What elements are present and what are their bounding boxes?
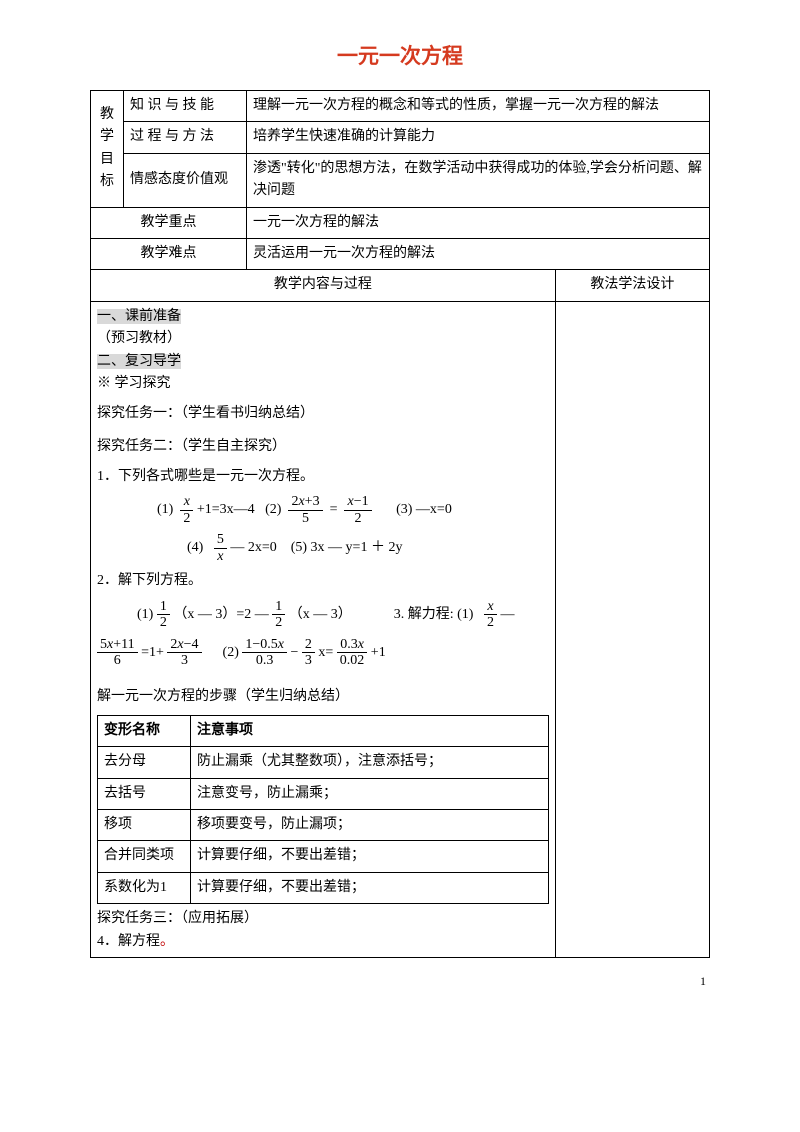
row1-text: 理解一元一次方程的概念和等式的性质，掌握一元一次方程的解法 xyxy=(247,91,710,122)
steps-title: 解一元一次方程的步骤（学生归纳总结） xyxy=(97,686,549,708)
r5b: 计算要仔细，不要出差错； xyxy=(191,872,549,903)
eq-line-4: 5x+116 =1+ 2x−43 (2) 1−0.5x0.3 − 23 x= 0… xyxy=(97,637,549,669)
lesson-plan-table: 教学目标 知 识 与 技 能 理解一元一次方程的概念和等式的性质，掌握一元一次方… xyxy=(90,90,710,958)
r2a: 去括号 xyxy=(98,778,191,809)
page-number: 1 xyxy=(90,974,710,989)
col-design-header: 教法学法设计 xyxy=(555,270,709,301)
r3a: 移项 xyxy=(98,810,191,841)
eq-line-3: (1) 12 （x — 3）=2 — 12 （x — 3） 3. 解力程: (1… xyxy=(97,599,549,631)
design-cell xyxy=(555,301,709,957)
goals-vertical-label: 教学目标 xyxy=(91,91,124,208)
row2-text: 培养学生快速准确的计算能力 xyxy=(247,122,710,153)
eq-line-2: (4) 5x — 2x=0 (5) 3x — y=1 ＋ 2y xyxy=(97,532,549,564)
r3b: 移项要变号，防止漏项； xyxy=(191,810,549,841)
col-content-header: 教学内容与过程 xyxy=(91,270,556,301)
q1-part5: (5) 3x — y=1 ＋ 2y xyxy=(291,540,403,555)
task-1: 探究任务一：（学生看书归纳总结） xyxy=(97,403,549,425)
th-note: 注意事项 xyxy=(191,715,549,746)
r4b: 计算要仔细，不要出差错； xyxy=(191,841,549,872)
eq-line-1: (1) x2 +1=3x—4 (2) 2x+35 = x−12 (3) —x=0 xyxy=(97,494,549,526)
th-name: 变形名称 xyxy=(98,715,191,746)
r2b: 注意变号，防止漏乘； xyxy=(191,778,549,809)
r1b: 防止漏乘（尤其整数项），注意添括号； xyxy=(191,747,549,778)
question-2: 2．解下列方程。 xyxy=(97,570,549,592)
diff-text: 灵活运用一元一次方程的解法 xyxy=(247,238,710,269)
task-3: 探究任务三：（应用拓展） xyxy=(97,908,549,930)
section-2a: ※ 学习探究 xyxy=(97,373,549,395)
q1-part3: (3) —x=0 xyxy=(396,503,452,518)
page-title: 一元一次方程 xyxy=(90,40,710,70)
steps-table: 变形名称注意事项 去分母防止漏乘（尤其整数项），注意添括号； 去括号注意变号，防… xyxy=(97,715,549,904)
section-2: 二、复习导学 xyxy=(97,354,181,369)
question-1: 1．下列各式哪些是一元一次方程。 xyxy=(97,466,549,488)
q3-label: 3. 解力程: (1) xyxy=(394,607,474,622)
focus-label: 教学重点 xyxy=(91,207,247,238)
section-1: 一、课前准备 xyxy=(97,309,181,324)
r1a: 去分母 xyxy=(98,747,191,778)
r5a: 系数化为1 xyxy=(98,872,191,903)
question-4: 4．解方程。 xyxy=(97,931,549,953)
row1-label: 知 识 与 技 能 xyxy=(124,91,247,122)
task-2: 探究任务二：（学生自主探究） xyxy=(97,436,549,458)
row2-label: 过 程 与 方 法 xyxy=(124,122,247,153)
r4a: 合并同类项 xyxy=(98,841,191,872)
diff-label: 教学难点 xyxy=(91,238,247,269)
row3-label: 情感态度价值观 xyxy=(124,153,247,207)
focus-text: 一元一次方程的解法 xyxy=(247,207,710,238)
content-cell: 一、课前准备 （预习教材） 二、复习导学 ※ 学习探究 探究任务一：（学生看书归… xyxy=(91,301,556,957)
section-1a: （预习教材） xyxy=(97,328,549,350)
row3-text: 渗透"转化"的思想方法，在数学活动中获得成功的体验,学会分析问题、解决问题 xyxy=(247,153,710,207)
